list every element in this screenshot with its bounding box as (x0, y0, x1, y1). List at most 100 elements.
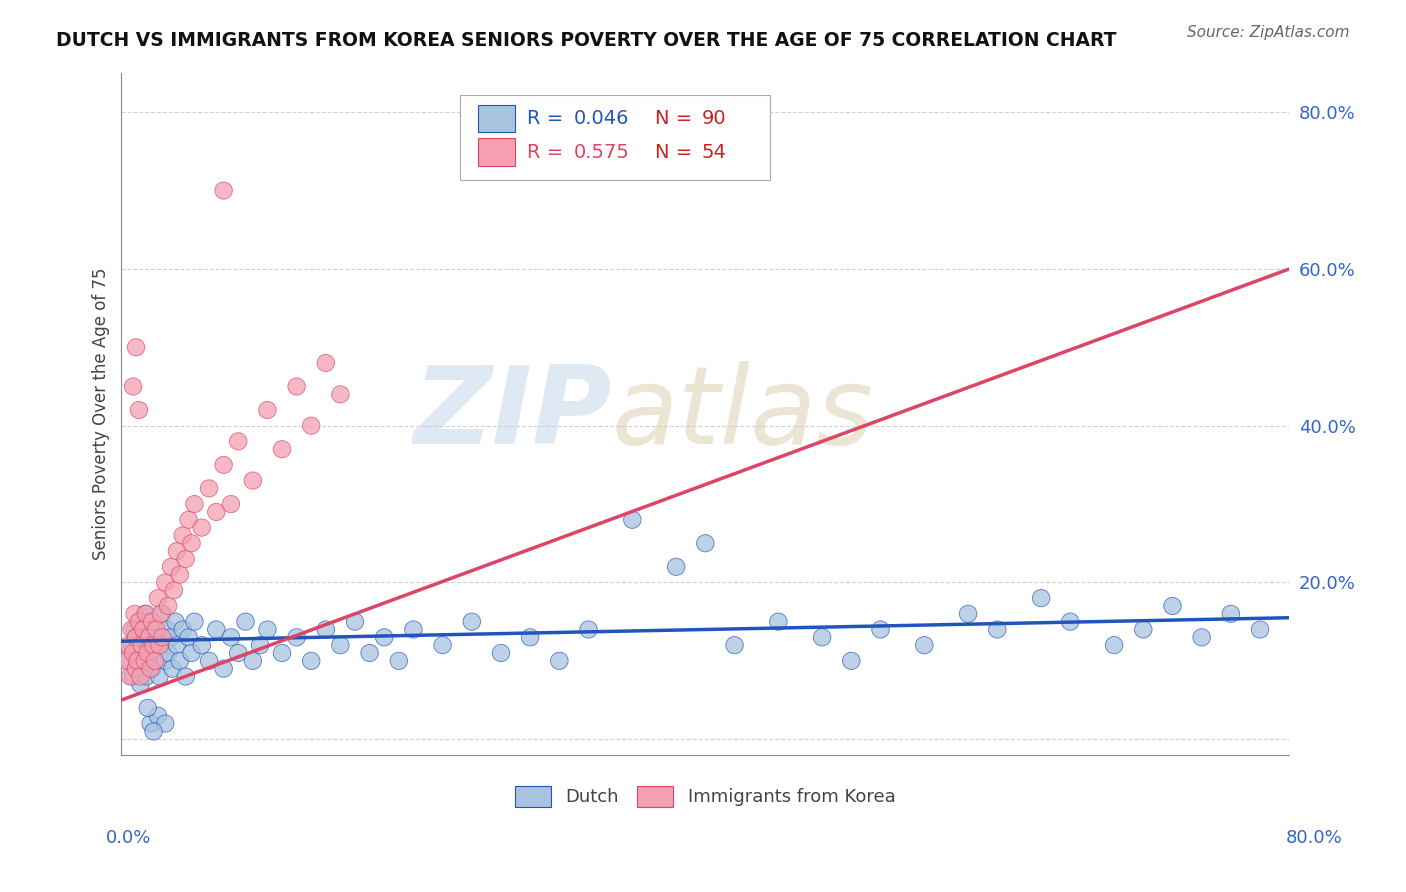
Ellipse shape (131, 613, 148, 631)
Ellipse shape (148, 652, 166, 670)
Ellipse shape (128, 629, 145, 646)
Ellipse shape (222, 629, 239, 646)
Ellipse shape (157, 621, 176, 638)
Ellipse shape (145, 723, 162, 740)
Ellipse shape (1164, 598, 1181, 615)
Ellipse shape (208, 621, 225, 638)
Ellipse shape (273, 441, 291, 458)
Text: R =: R = (527, 109, 569, 128)
Ellipse shape (156, 652, 174, 670)
Ellipse shape (872, 621, 889, 638)
Text: 0.575: 0.575 (574, 143, 630, 161)
Ellipse shape (163, 660, 181, 677)
Ellipse shape (288, 629, 305, 646)
Ellipse shape (153, 605, 172, 623)
Ellipse shape (193, 637, 211, 654)
Ellipse shape (236, 613, 254, 631)
Ellipse shape (200, 652, 218, 670)
Ellipse shape (183, 534, 200, 552)
Ellipse shape (146, 652, 163, 670)
Text: 0.046: 0.046 (574, 109, 628, 128)
Ellipse shape (813, 629, 831, 646)
Ellipse shape (143, 613, 160, 631)
Ellipse shape (159, 644, 177, 662)
Ellipse shape (959, 605, 977, 623)
Ellipse shape (150, 637, 169, 654)
Ellipse shape (132, 668, 149, 685)
Ellipse shape (180, 511, 197, 528)
Ellipse shape (167, 613, 184, 631)
Ellipse shape (177, 550, 194, 567)
Ellipse shape (252, 637, 269, 654)
Ellipse shape (139, 644, 156, 662)
Ellipse shape (172, 566, 188, 583)
Ellipse shape (302, 417, 321, 434)
Ellipse shape (142, 613, 159, 631)
Ellipse shape (131, 401, 148, 418)
Ellipse shape (361, 644, 378, 662)
Ellipse shape (143, 660, 160, 677)
FancyBboxPatch shape (478, 105, 515, 132)
Ellipse shape (245, 652, 262, 670)
Ellipse shape (624, 511, 641, 528)
Ellipse shape (551, 652, 568, 670)
Text: N =: N = (655, 143, 699, 161)
Ellipse shape (375, 629, 392, 646)
Ellipse shape (142, 637, 159, 654)
Ellipse shape (259, 621, 276, 638)
Ellipse shape (162, 558, 180, 575)
Ellipse shape (135, 621, 152, 638)
Ellipse shape (134, 637, 150, 654)
Ellipse shape (177, 668, 194, 685)
Text: 80.0%: 80.0% (1286, 829, 1343, 847)
Ellipse shape (1062, 613, 1078, 631)
Ellipse shape (128, 339, 145, 356)
Ellipse shape (122, 637, 141, 654)
Ellipse shape (259, 401, 276, 418)
Ellipse shape (150, 668, 169, 685)
Ellipse shape (156, 714, 174, 732)
Ellipse shape (1251, 621, 1268, 638)
Ellipse shape (579, 621, 598, 638)
Ellipse shape (148, 621, 166, 638)
Ellipse shape (128, 629, 145, 646)
Ellipse shape (1032, 590, 1050, 607)
Ellipse shape (134, 637, 150, 654)
Ellipse shape (842, 652, 860, 670)
Ellipse shape (169, 542, 186, 560)
Ellipse shape (145, 644, 162, 662)
Ellipse shape (186, 495, 204, 513)
Text: 0.0%: 0.0% (105, 829, 150, 847)
Ellipse shape (149, 629, 167, 646)
Ellipse shape (208, 503, 225, 521)
Ellipse shape (215, 182, 232, 199)
Ellipse shape (180, 629, 197, 646)
Ellipse shape (1192, 629, 1211, 646)
Text: DUTCH VS IMMIGRANTS FROM KOREA SENIORS POVERTY OVER THE AGE OF 75 CORRELATION CH: DUTCH VS IMMIGRANTS FROM KOREA SENIORS P… (56, 31, 1116, 50)
Ellipse shape (129, 652, 146, 670)
Ellipse shape (174, 621, 191, 638)
Ellipse shape (136, 605, 153, 623)
Ellipse shape (131, 613, 148, 631)
Ellipse shape (136, 652, 153, 670)
Ellipse shape (1135, 621, 1152, 638)
Ellipse shape (152, 637, 170, 654)
Ellipse shape (186, 613, 204, 631)
Ellipse shape (156, 574, 174, 591)
Ellipse shape (166, 582, 183, 599)
Text: 90: 90 (702, 109, 727, 128)
Ellipse shape (668, 558, 685, 575)
Ellipse shape (138, 605, 155, 623)
Ellipse shape (141, 629, 157, 646)
Ellipse shape (522, 629, 538, 646)
Ellipse shape (389, 652, 408, 670)
Ellipse shape (316, 354, 335, 372)
Ellipse shape (152, 605, 170, 623)
Ellipse shape (142, 660, 159, 677)
Ellipse shape (139, 699, 156, 716)
Ellipse shape (288, 378, 305, 395)
Ellipse shape (172, 652, 188, 670)
Ellipse shape (169, 637, 186, 654)
Ellipse shape (1105, 637, 1123, 654)
Ellipse shape (222, 495, 239, 513)
